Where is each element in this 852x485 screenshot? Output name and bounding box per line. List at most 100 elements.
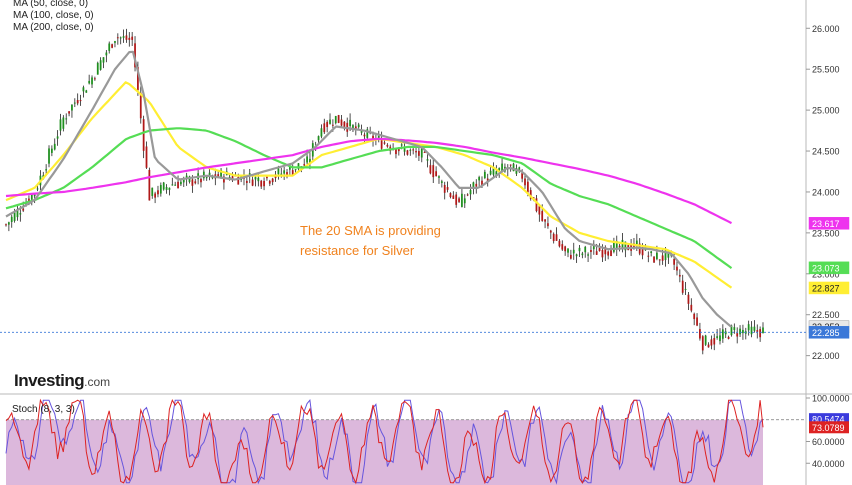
candle-body [727,336,730,339]
candle-body [429,165,432,174]
candle-body [271,178,274,183]
candle-body [337,115,340,123]
candle-body [739,328,741,335]
candle-body [177,181,179,189]
candle-body [524,178,526,186]
candle-body [547,223,549,227]
price-marker-box [808,326,850,339]
candle-body [512,163,515,172]
candle-body [260,180,263,187]
candle-body [492,168,495,175]
candle-body [125,35,128,40]
candle-body [420,148,423,158]
annotation-line-2: resistance for Silver [300,243,415,258]
stoch-band [6,419,806,485]
candle-body [440,181,443,183]
candle-body [205,177,208,179]
candle-body [762,327,764,334]
candle-body [159,185,162,194]
candle-body [667,250,670,258]
candle-body [148,169,151,201]
candle-body [590,250,592,253]
candle-body [567,248,569,253]
candle-body [254,176,257,180]
candle-body [13,212,16,221]
candle-body [366,129,369,138]
candle-body [721,329,724,339]
candle-body [518,167,521,171]
candle-body [759,329,762,338]
stoch-tick-label: 100.0000 [812,394,850,404]
candle-body [36,188,39,190]
price-tick-label: 25.000 [812,106,840,116]
candle-body [466,194,469,196]
candle-body [409,149,412,151]
price-tick-label: 22.000 [812,351,840,361]
candle-body [463,198,466,204]
candle-body [96,62,99,75]
candle-body [432,165,435,178]
candle-body [483,171,486,178]
candle-body [656,252,658,260]
candle-body [607,251,610,256]
candle-body [673,258,675,265]
candle-body [426,159,429,161]
candle-body [329,119,331,124]
candle-body [406,150,409,155]
candle-body [134,43,136,68]
candle-body [696,317,698,326]
candle-body [171,184,174,186]
candle-body [194,181,197,184]
candle-body [85,90,88,93]
candle-body [283,170,286,174]
ma-line-0 [5,81,733,289]
candle-body [446,187,449,190]
candle-body [94,78,96,80]
candle-body [10,216,13,222]
investing-logo: Investing.com [14,371,110,391]
candle-body [486,178,489,182]
candle-body [443,185,446,193]
candle-body [552,233,555,242]
candle-body [716,336,719,338]
candle-body [349,119,351,127]
legend-ma50: MA (50, close, 0) [13,0,89,9]
candle-body [82,87,85,92]
candle-body [5,224,7,226]
candle-body [756,330,759,332]
candle-body [681,280,684,293]
candle-body [724,331,727,335]
stoch-marker-box [809,421,849,434]
candle-body [699,329,701,339]
candle-body [291,170,294,175]
candle-body [501,163,503,172]
candle-body [742,329,744,334]
candle-body [478,177,481,181]
candle-body [555,234,558,241]
candle-body [68,111,70,114]
candle-body [687,294,690,304]
candle-body [693,313,696,320]
candle-body [65,118,68,120]
candle-body [435,171,437,177]
candle-body [472,182,475,189]
candle-body [678,274,681,277]
candle-body [400,144,403,146]
candle-body [618,245,621,248]
candle-body [165,187,168,191]
candle-body [191,179,194,186]
candle-body [217,174,220,177]
price-tick-label: 23.000 [812,269,840,279]
candle-body [635,240,638,244]
candle-body [180,181,182,185]
candle-body [475,183,478,187]
candle-body [59,119,62,131]
candle-body [56,136,59,139]
candle-body [360,130,363,133]
candle-body [690,304,693,311]
candle-body [188,176,191,182]
candle-body [277,168,280,175]
candle-body [220,169,222,178]
